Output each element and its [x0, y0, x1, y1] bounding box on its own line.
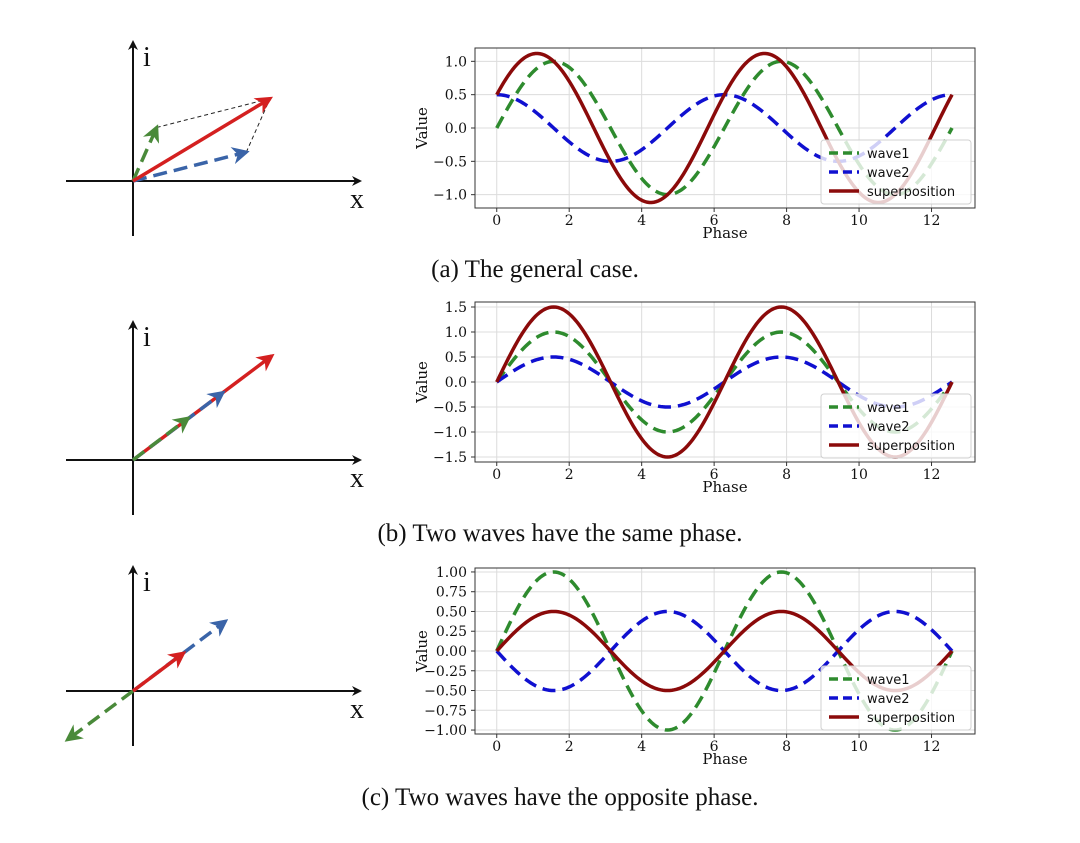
real-axis-label: x	[350, 694, 364, 725]
x-tick-label: 8	[782, 739, 791, 755]
y-tick-label: 1.00	[436, 565, 467, 581]
parallelogram-edge	[156, 98, 271, 128]
phasor-superposition	[131, 651, 187, 693]
legend-label-wave2: wave2	[867, 420, 910, 435]
x-tick-label: 8	[782, 467, 791, 483]
y-axis-label: Value	[413, 361, 431, 404]
x-tick-label: 4	[637, 739, 646, 755]
legend-label-wave1: wave1	[867, 147, 910, 162]
y-tick-label: −1.0	[433, 188, 467, 204]
y-tick-label: −0.75	[424, 703, 467, 719]
x-axis-label: Phase	[702, 224, 747, 242]
y-tick-label: 0.00	[436, 644, 467, 660]
y-tick-label: 0.5	[445, 350, 467, 366]
y-tick-label: −0.5	[433, 154, 467, 170]
y-tick-label: −0.50	[424, 684, 467, 700]
parallelogram-edge	[245, 98, 271, 153]
y-axis-label: Value	[413, 630, 431, 673]
x-tick-label: 12	[923, 467, 941, 483]
imag-axis-label: i	[143, 567, 151, 598]
panel-b: i x wave1 wave2 superposition 0 2 4 6 8 10 12 1.5 1.0…	[66, 300, 976, 547]
phasor-wave2	[131, 619, 229, 693]
y-tick-label: −1.5	[433, 450, 467, 466]
phasor-wave2	[132, 147, 250, 183]
x-axis-label: Phase	[702, 478, 747, 496]
legend-label-superposition: superposition	[867, 185, 955, 200]
legend-box	[820, 665, 972, 731]
phasor-wave1	[131, 124, 160, 182]
x-tick-label: 0	[492, 739, 501, 755]
legend-label-wave2: wave2	[867, 692, 910, 707]
imag-axis-label: i	[143, 322, 151, 353]
imag-axis-label: i	[143, 42, 151, 73]
x-tick-label: 6	[710, 213, 719, 229]
y-tick-label: −0.25	[424, 664, 467, 680]
panel-caption: (b) Two waves have the same phase.	[377, 520, 742, 547]
x-axis-label: Phase	[702, 750, 747, 768]
y-tick-label: 0.5	[445, 88, 467, 104]
panel-c: i x wave1 wave2 superposition 0 2 4 6 8 10 12 1.00 0.…	[64, 565, 976, 811]
legend-label-wave1: wave1	[867, 673, 910, 688]
x-tick-label: 6	[710, 467, 719, 483]
legend-box	[820, 139, 972, 205]
x-tick-label: 0	[492, 213, 501, 229]
panel-caption: (c) Two waves have the opposite phase.	[362, 784, 759, 811]
y-tick-label: 0.25	[436, 624, 467, 640]
y-tick-label: 0.0	[445, 375, 467, 391]
x-tick-label: 4	[637, 213, 646, 229]
x-tick-label: 10	[850, 739, 868, 755]
y-tick-label: −1.0	[433, 425, 467, 441]
legend-label-wave2: wave2	[867, 166, 910, 181]
y-tick-label: −1.00	[424, 723, 467, 739]
legend-label-superposition: superposition	[867, 439, 955, 454]
x-tick-label: 12	[923, 739, 941, 755]
y-tick-label: 0.75	[436, 585, 467, 601]
phasor-wave1	[131, 416, 191, 462]
legend-box	[820, 393, 972, 459]
x-tick-label: 2	[565, 213, 574, 229]
y-tick-label: 1.0	[445, 325, 467, 341]
legend-label-wave1: wave1	[867, 401, 910, 416]
x-tick-label: 4	[637, 467, 646, 483]
y-tick-label: 1.0	[445, 54, 467, 70]
panel-a: i x wave1 wave2 superposition 0 2 4 6 8 10 12 1.0 0.5…	[66, 40, 976, 283]
y-tick-label: −0.5	[433, 400, 467, 416]
x-tick-label: 12	[923, 213, 941, 229]
y-tick-label: 1.5	[445, 300, 467, 316]
x-tick-label: 2	[565, 467, 574, 483]
x-tick-label: 2	[565, 739, 574, 755]
legend-label-superposition: superposition	[867, 711, 955, 726]
x-tick-label: 6	[710, 739, 719, 755]
x-tick-label: 0	[492, 467, 501, 483]
y-tick-label: 0.0	[445, 121, 467, 137]
series-line-wave1	[495, 59, 954, 197]
y-axis-label: Value	[413, 107, 431, 150]
panel-caption: (a) The general case.	[431, 256, 639, 283]
x-tick-label: 10	[850, 213, 868, 229]
phasor-wave1	[64, 689, 135, 742]
x-tick-label: 8	[782, 213, 791, 229]
y-tick-label: 0.50	[436, 604, 467, 620]
phasor-wave2	[131, 390, 226, 462]
phasor-superposition	[132, 96, 273, 183]
x-tick-label: 10	[850, 467, 868, 483]
real-axis-label: x	[350, 463, 364, 494]
real-axis-label: x	[350, 184, 364, 215]
